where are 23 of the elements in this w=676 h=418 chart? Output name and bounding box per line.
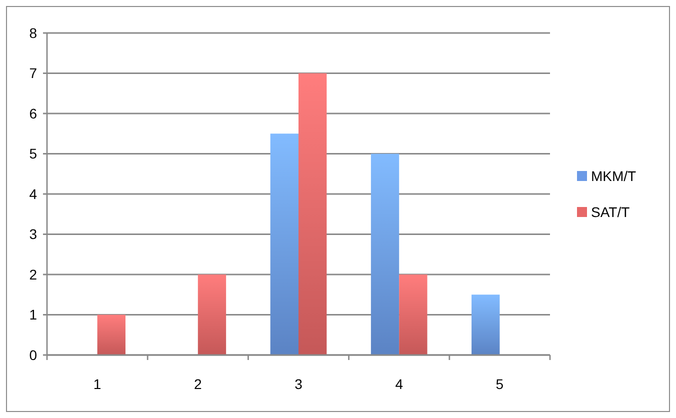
bar (399, 274, 428, 355)
x-tick-label: 5 (496, 376, 504, 392)
y-tick-label: 1 (29, 306, 38, 323)
x-tick-label: 3 (294, 376, 303, 392)
y-tick-label: 0 (29, 346, 38, 363)
y-tick-label: 5 (29, 146, 38, 162)
bar (270, 134, 298, 355)
legend-label: MKM/T (591, 168, 637, 184)
bar (298, 73, 327, 355)
x-tick-label: 1 (93, 376, 102, 392)
bar (472, 294, 500, 355)
legend-label: SAT/T (591, 204, 630, 220)
y-tick-label: 3 (29, 226, 38, 242)
y-tick-label: 8 (29, 24, 38, 41)
y-tick-label: 6 (29, 105, 38, 122)
bar (370, 154, 400, 355)
bar (97, 314, 126, 355)
y-tick-label: 7 (29, 65, 38, 82)
bar (198, 274, 226, 355)
x-tick-label: 4 (395, 376, 404, 392)
y-tick-label: 2 (29, 266, 38, 282)
x-tick-label: 2 (194, 376, 202, 392)
y-tick-label: 4 (29, 186, 38, 202)
